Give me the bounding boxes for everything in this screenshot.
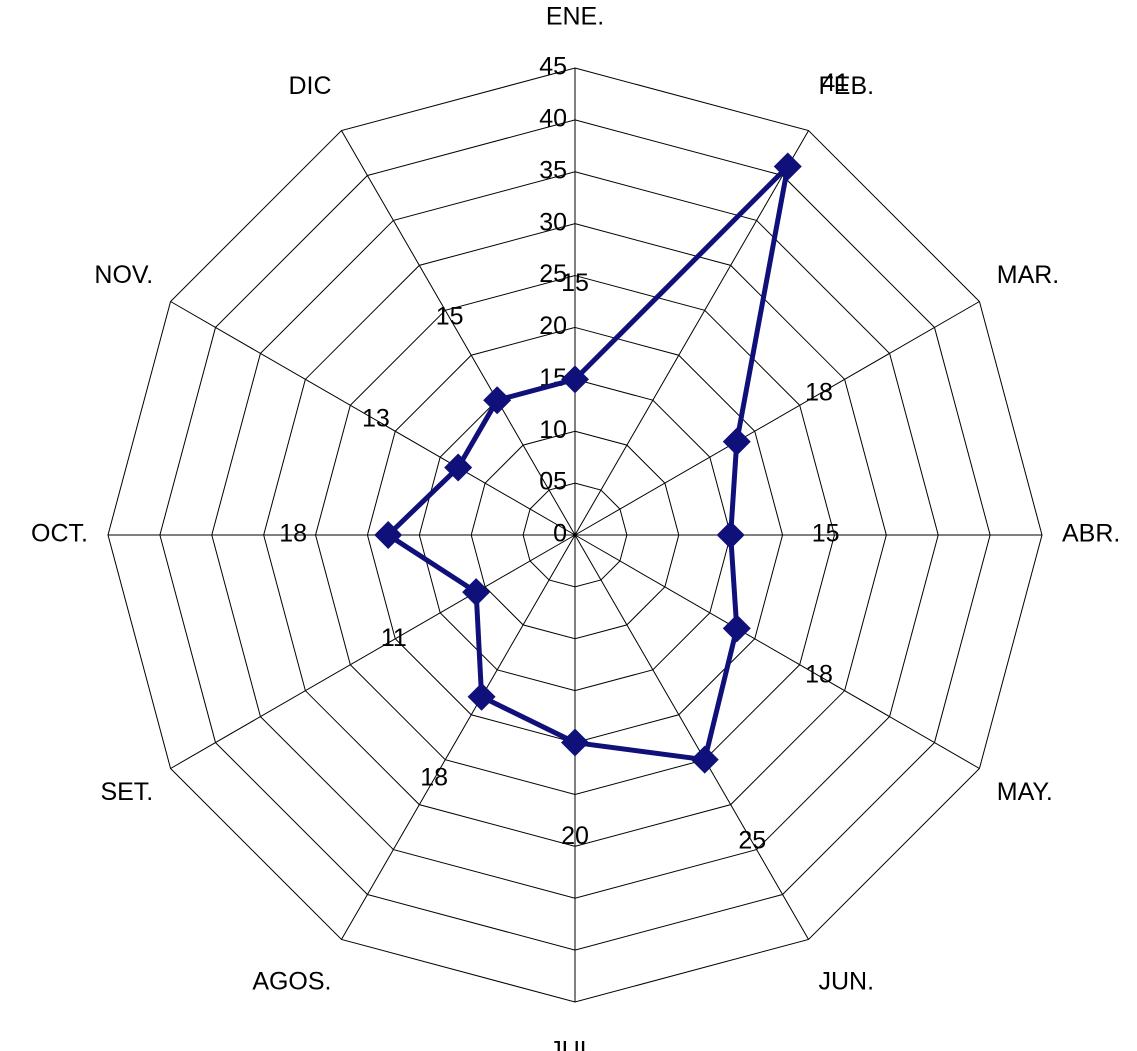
- data-marker: [462, 578, 491, 607]
- category-label: SET.: [100, 778, 153, 806]
- data-label: 13: [362, 405, 390, 433]
- data-marker: [444, 453, 473, 482]
- spoke: [574, 301, 980, 536]
- data-line: [385, 164, 791, 763]
- category-label: OCT.: [31, 520, 88, 548]
- data-label: 15: [436, 303, 464, 331]
- category-label: MAY.: [997, 778, 1053, 806]
- tick-label: 20: [539, 312, 567, 340]
- spoke: [574, 534, 980, 769]
- category-label: FEB.: [819, 72, 875, 100]
- spoke: [170, 534, 576, 769]
- tick-label: 30: [539, 208, 567, 236]
- data-marker: [561, 728, 589, 757]
- data-label: 41: [821, 69, 849, 97]
- category-label: JUL.: [549, 1037, 600, 1051]
- category-label: NOV.: [94, 261, 153, 289]
- data-label: 15: [561, 269, 589, 297]
- category-label: DIC: [288, 72, 331, 100]
- category-label: ABR.: [1062, 520, 1120, 548]
- tick-label: 45: [539, 53, 567, 81]
- tick-label: 0: [553, 520, 567, 548]
- data-marker: [722, 427, 751, 456]
- spoke: [574, 534, 809, 940]
- category-label: JUN.: [819, 967, 875, 995]
- category-label: ENE.: [546, 3, 604, 31]
- data-label: 18: [420, 764, 448, 792]
- tick-label: 40: [539, 104, 567, 132]
- spoke: [341, 534, 576, 940]
- data-label: 18: [279, 520, 307, 548]
- data-marker: [561, 365, 589, 394]
- data-marker: [467, 682, 496, 711]
- data-label: 25: [738, 827, 766, 855]
- tick-label: 10: [539, 416, 567, 444]
- spoke: [341, 130, 576, 536]
- data-marker: [374, 521, 403, 549]
- data-label: 11: [381, 624, 407, 652]
- data-label: 15: [812, 520, 840, 548]
- spoke: [170, 301, 576, 536]
- data-marker: [690, 745, 719, 774]
- data-marker: [483, 386, 512, 415]
- data-marker: [716, 521, 745, 549]
- data-label: 18: [805, 661, 833, 689]
- tick-label: 25: [539, 260, 567, 288]
- data-marker: [722, 614, 751, 643]
- data-label: 20: [561, 822, 589, 850]
- tick-label: 05: [539, 468, 567, 496]
- data-marker: [773, 152, 802, 181]
- category-label: AGOS.: [252, 967, 331, 995]
- spoke: [574, 130, 809, 536]
- tick-label: 35: [539, 156, 567, 184]
- data-label: 18: [805, 379, 833, 407]
- category-label: MAR.: [997, 261, 1060, 289]
